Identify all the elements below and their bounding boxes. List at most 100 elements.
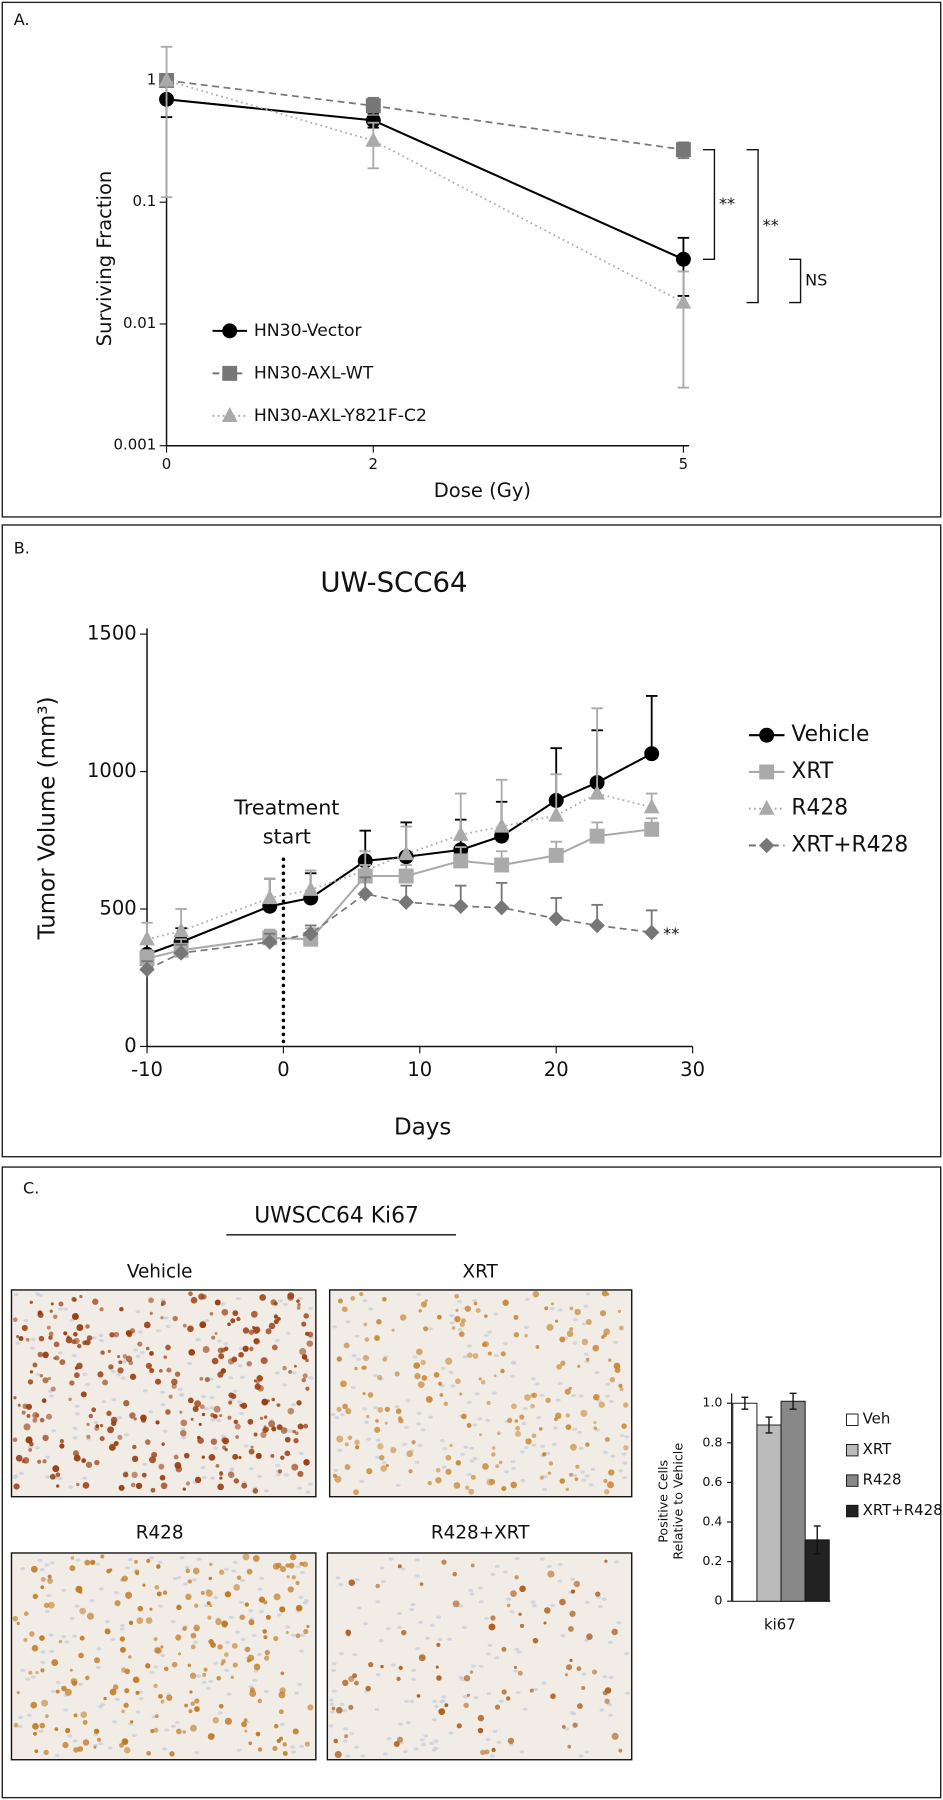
- nucleus-stained: [500, 1351, 506, 1357]
- nucleus-blue: [405, 1721, 411, 1725]
- nucleus-blue: [282, 1383, 288, 1387]
- nucleus-stained: [199, 1404, 205, 1410]
- nucleus-blue: [139, 1350, 145, 1354]
- nucleus-stained: [272, 1745, 278, 1751]
- nucleus-stained: [217, 1644, 223, 1650]
- nucleus-blue: [98, 1338, 104, 1343]
- series-line: [146, 792, 652, 941]
- nucleus-stained: [113, 1440, 119, 1446]
- nucleus-stained: [296, 1299, 300, 1303]
- nucleus-stained: [209, 1562, 213, 1566]
- nucleus-stained: [18, 1336, 24, 1341]
- panel-label: C.: [23, 1178, 39, 1197]
- nucleus-stained: [264, 1649, 270, 1656]
- nucleus-blue: [25, 1677, 31, 1681]
- nucleus-stained: [148, 1351, 154, 1357]
- nucleus-stained: [77, 1343, 82, 1349]
- nucleus-blue: [229, 1398, 235, 1402]
- nucleus-blue: [352, 1653, 358, 1657]
- nucleus-blue: [45, 1455, 51, 1459]
- nucleus-stained: [435, 1467, 441, 1473]
- nucleus-stained: [591, 1669, 598, 1675]
- nucleus-blue: [297, 1682, 303, 1686]
- nucleus-stained: [595, 1591, 601, 1597]
- nucleus-blue: [484, 1616, 490, 1621]
- nucleus-blue: [120, 1376, 126, 1380]
- nucleus-stained: [544, 1607, 551, 1614]
- chart-title: UW-SCC64: [320, 567, 467, 599]
- nucleus-blue: [162, 1429, 168, 1433]
- nucleus-blue: [209, 1406, 215, 1410]
- y-axis-label: Positive Cells: [655, 1460, 670, 1543]
- nucleus-stained: [40, 1668, 45, 1673]
- nucleus-blue: [194, 1751, 200, 1755]
- nucleus-stained: [263, 1655, 270, 1661]
- nucleus-stained: [129, 1373, 137, 1380]
- nucleus-stained: [90, 1559, 96, 1566]
- nucleus-stained: [162, 1590, 168, 1595]
- significance-label: NS: [805, 270, 827, 289]
- nucleus-stained: [344, 1734, 349, 1739]
- nucleus-stained: [35, 1413, 40, 1418]
- nucleus-blue: [385, 1627, 391, 1631]
- nucleus-blue: [402, 1750, 408, 1754]
- nucleus-stained: [17, 1403, 21, 1407]
- nucleus-blue: [274, 1371, 280, 1375]
- nucleus-blue: [223, 1341, 229, 1346]
- nucleus-stained: [384, 1421, 388, 1425]
- nucleus-stained: [385, 1464, 389, 1468]
- nucleus-stained: [265, 1328, 272, 1335]
- nucleus-blue: [360, 1754, 366, 1758]
- nucleus-stained: [32, 1362, 38, 1368]
- series-line: [146, 828, 652, 960]
- nucleus-blue: [257, 1652, 263, 1657]
- nucleus-stained: [224, 1346, 229, 1352]
- nucleus-blue: [54, 1753, 60, 1758]
- nucleus-blue: [44, 1563, 50, 1567]
- nucleus-stained: [374, 1335, 380, 1341]
- nucleus-stained: [257, 1747, 263, 1752]
- nucleus-stained: [184, 1703, 188, 1708]
- panel-border: [1, 1166, 942, 1799]
- nucleus-blue: [63, 1708, 69, 1712]
- nucleus-stained: [501, 1486, 507, 1492]
- nucleus-stained: [190, 1644, 196, 1650]
- nucleus-blue: [96, 1647, 102, 1651]
- nucleus-blue: [380, 1580, 387, 1584]
- nucleus-stained: [334, 1475, 342, 1483]
- nucleus-stained: [142, 1583, 146, 1587]
- nucleus-blue: [329, 1702, 335, 1706]
- nucleus-blue: [420, 1428, 426, 1432]
- nucleus-blue: [551, 1442, 557, 1446]
- nucleus-stained: [190, 1417, 194, 1421]
- nucleus-stained: [47, 1601, 55, 1609]
- nucleus-stained: [194, 1476, 202, 1484]
- nucleus-stained: [397, 1564, 402, 1569]
- nucleus-stained: [477, 1727, 484, 1734]
- nucleus-stained: [55, 1689, 60, 1694]
- nucleus-stained: [218, 1703, 224, 1709]
- nucleus-stained: [155, 1420, 160, 1425]
- nucleus-stained: [273, 1319, 279, 1325]
- nucleus-stained: [32, 1417, 38, 1423]
- nucleus-stained: [156, 1564, 161, 1569]
- nucleus-blue: [618, 1469, 624, 1473]
- nucleus-stained: [530, 1392, 536, 1398]
- nucleus-stained: [268, 1322, 276, 1330]
- nucleus-stained: [532, 1290, 540, 1298]
- nucleus-stained: [29, 1631, 35, 1637]
- nucleus-blue: [470, 1664, 476, 1668]
- nucleus-stained: [258, 1596, 266, 1603]
- nucleus-blue: [302, 1601, 308, 1605]
- nucleus-stained: [227, 1322, 231, 1327]
- nucleus-blue: [225, 1640, 231, 1645]
- nucleus-stained: [118, 1360, 123, 1365]
- nucleus-stained: [564, 1673, 569, 1677]
- nucleus-blue: [610, 1454, 616, 1458]
- nucleus-stained: [121, 1575, 128, 1582]
- nucleus-stained: [367, 1392, 374, 1398]
- nucleus-stained: [172, 1315, 178, 1322]
- nucleus-blue: [362, 1407, 368, 1411]
- nucleus-stained: [232, 1453, 239, 1460]
- nucleus-stained: [295, 1604, 303, 1612]
